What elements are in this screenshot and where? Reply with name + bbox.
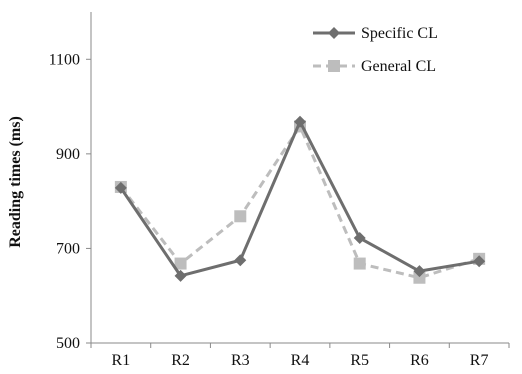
x-tick-label: R3 — [231, 352, 250, 369]
x-tick-label: R5 — [350, 352, 369, 369]
data-point-specific-cl-marker — [353, 232, 366, 245]
series-line-specific-cl — [119, 120, 480, 278]
data-point-specific-cl-marker — [473, 255, 486, 268]
series-line-general-cl — [119, 124, 480, 280]
y-tick-label: 900 — [56, 146, 80, 163]
series-group — [114, 115, 486, 284]
x-tick-label: R4 — [291, 352, 310, 369]
y-axis-label: Reading times (ms) — [7, 116, 24, 248]
legend-label: General CL — [361, 58, 436, 75]
axes — [86, 12, 510, 348]
data-point-specific-cl-marker — [294, 115, 306, 128]
x-tick-label: R7 — [470, 352, 489, 369]
x-tick-label: R1 — [112, 352, 131, 369]
data-point-specific-cl-marker — [114, 181, 127, 194]
x-tick-labels: R1 R2 R3 R4 R5 R6 R7 — [112, 352, 489, 369]
data-point-specific-cl-marker — [174, 269, 187, 282]
y-tick-label: 1100 — [49, 51, 80, 68]
legend-marker — [328, 27, 340, 39]
data-point-general-cl-marker — [234, 210, 247, 223]
series-specific-cl — [114, 115, 486, 282]
legend: Specific CL General CL — [313, 25, 438, 75]
legend-item-specific-cl: Specific CL — [313, 25, 438, 42]
data-point-specific-cl-marker — [413, 265, 426, 278]
data-point-specific-cl-marker — [234, 254, 247, 267]
y-tick-labels: 500 700 900 1100 — [49, 51, 80, 352]
x-tick-label: R2 — [171, 352, 190, 369]
legend-label: Specific CL — [361, 25, 438, 42]
legend-item-general-cl: General CL — [313, 58, 436, 75]
data-point-general-cl-marker — [413, 271, 426, 284]
data-point-general-cl-marker — [174, 257, 187, 270]
legend-marker — [328, 60, 340, 72]
x-tick-label: R6 — [410, 352, 429, 369]
data-point-general-cl-marker — [353, 257, 366, 270]
y-tick-label: 500 — [56, 335, 80, 352]
y-tick-label: 700 — [56, 240, 80, 257]
